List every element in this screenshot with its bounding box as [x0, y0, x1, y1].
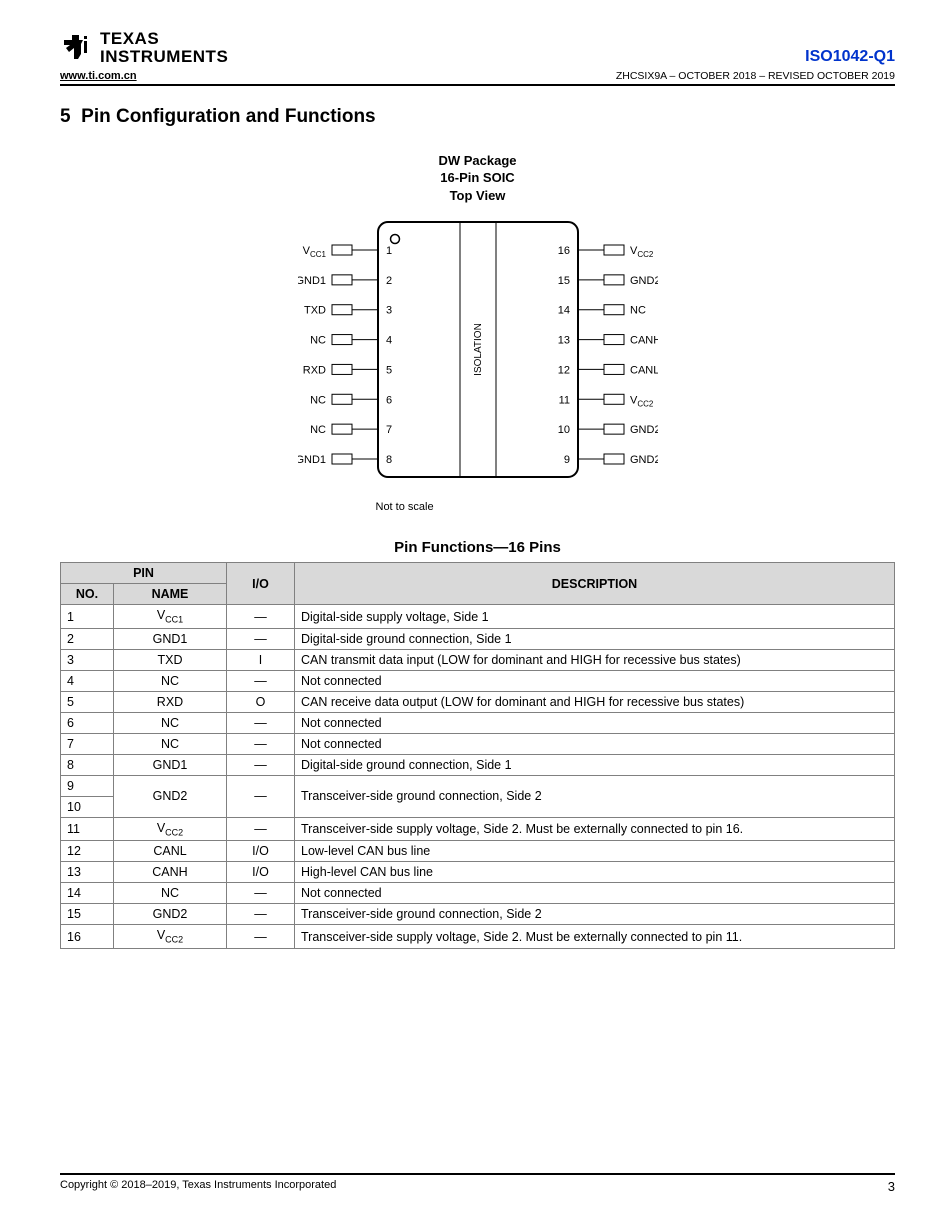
svg-text:6: 6 [386, 395, 392, 407]
company-logo: TEXAS INSTRUMENTS [60, 30, 228, 66]
table-row: 16VCC2—Transceiver-side supply voltage, … [61, 925, 895, 949]
svg-text:GND1: GND1 [298, 275, 326, 287]
svg-text:VCC2: VCC2 [630, 245, 654, 259]
table-row: 9GND2—Transceiver-side ground connection… [61, 775, 895, 796]
ti-logo-icon [60, 32, 94, 64]
table-row: 2GND1—Digital-side ground connection, Si… [61, 628, 895, 649]
svg-text:TXD: TXD [304, 305, 326, 317]
svg-text:GND1: GND1 [298, 454, 326, 466]
table-row: 14NC—Not connected [61, 883, 895, 904]
svg-text:CANH: CANH [630, 335, 658, 347]
svg-text:16: 16 [557, 245, 569, 257]
page-number: 3 [888, 1179, 895, 1194]
table-row: 11VCC2—Transceiver-side supply voltage, … [61, 817, 895, 841]
header-url[interactable]: www.ti.com.cn [60, 70, 137, 82]
svg-text:14: 14 [557, 305, 569, 317]
svg-text:RXD: RXD [302, 365, 325, 377]
svg-text:7: 7 [386, 424, 392, 436]
svg-text:GND2: GND2 [630, 424, 658, 436]
pinout-diagram: ISOLATION 1 VCC1 2 GND1 3 TXD 4 NC 5 RXD 6 NC 7 NC 8 GND… [298, 212, 658, 513]
header-meta: www.ti.com.cn ZHCSIX9A – OCTOBER 2018 – … [60, 70, 895, 86]
svg-text:8: 8 [386, 454, 392, 466]
table-row: 5RXDOCAN receive data output (LOW for do… [61, 691, 895, 712]
diagram-caption: DW Package 16-Pin SOIC Top View [60, 152, 895, 205]
th-name: NAME [114, 584, 227, 605]
copyright: Copyright © 2018–2019, Texas Instruments… [60, 1179, 336, 1194]
table-row: 12CANLI/OLow-level CAN bus line [61, 841, 895, 862]
svg-text:NC: NC [310, 395, 326, 407]
table-row: 8GND1—Digital-side ground connection, Si… [61, 754, 895, 775]
svg-text:NC: NC [630, 305, 646, 317]
th-no: NO. [61, 584, 114, 605]
page-header: TEXAS INSTRUMENTS ISO1042-Q1 [60, 30, 895, 66]
pin-functions-table: PIN I/O DESCRIPTION NO. NAME 1VCC1—Digit… [60, 562, 895, 949]
part-number: ISO1042-Q1 [805, 48, 895, 66]
section-title: 5 Pin Configuration and Functions [60, 106, 895, 128]
svg-text:GND2: GND2 [630, 454, 658, 466]
svg-text:12: 12 [557, 365, 569, 377]
svg-text:13: 13 [557, 335, 569, 347]
svg-text:NC: NC [310, 335, 326, 347]
svg-text:ISOLATION: ISOLATION [473, 324, 484, 377]
svg-text:9: 9 [563, 454, 569, 466]
th-pin: PIN [61, 563, 227, 584]
table-row: 3TXDICAN transmit data input (LOW for do… [61, 649, 895, 670]
svg-text:10: 10 [557, 424, 569, 436]
svg-text:2: 2 [386, 275, 392, 287]
svg-text:5: 5 [386, 365, 392, 377]
th-desc: DESCRIPTION [295, 563, 895, 605]
company-name: TEXAS INSTRUMENTS [100, 30, 228, 66]
svg-text:4: 4 [386, 335, 392, 347]
svg-text:NC: NC [310, 424, 326, 436]
svg-text:VCC2: VCC2 [630, 395, 654, 409]
table-row: 1VCC1—Digital-side supply voltage, Side … [61, 605, 895, 629]
svg-text:1: 1 [386, 245, 392, 257]
table-row: 15GND2—Transceiver-side ground connectio… [61, 904, 895, 925]
table-row: 13CANHI/OHigh-level CAN bus line [61, 862, 895, 883]
table-title: Pin Functions—16 Pins [60, 539, 895, 556]
svg-text:VCC1: VCC1 [302, 245, 326, 259]
th-io: I/O [227, 563, 295, 605]
footer-rule [60, 1173, 895, 1175]
not-to-scale-label: Not to scale [376, 501, 658, 513]
svg-text:3: 3 [386, 305, 392, 317]
table-row: 7NC—Not connected [61, 733, 895, 754]
page-footer: Copyright © 2018–2019, Texas Instruments… [60, 1179, 895, 1194]
revision-text: ZHCSIX9A – OCTOBER 2018 – REVISED OCTOBE… [616, 70, 895, 82]
svg-text:CANL: CANL [630, 365, 658, 377]
table-row: 4NC—Not connected [61, 670, 895, 691]
svg-text:11: 11 [558, 395, 569, 407]
table-row: 6NC—Not connected [61, 712, 895, 733]
svg-text:GND2: GND2 [630, 275, 658, 287]
svg-text:15: 15 [557, 275, 569, 287]
